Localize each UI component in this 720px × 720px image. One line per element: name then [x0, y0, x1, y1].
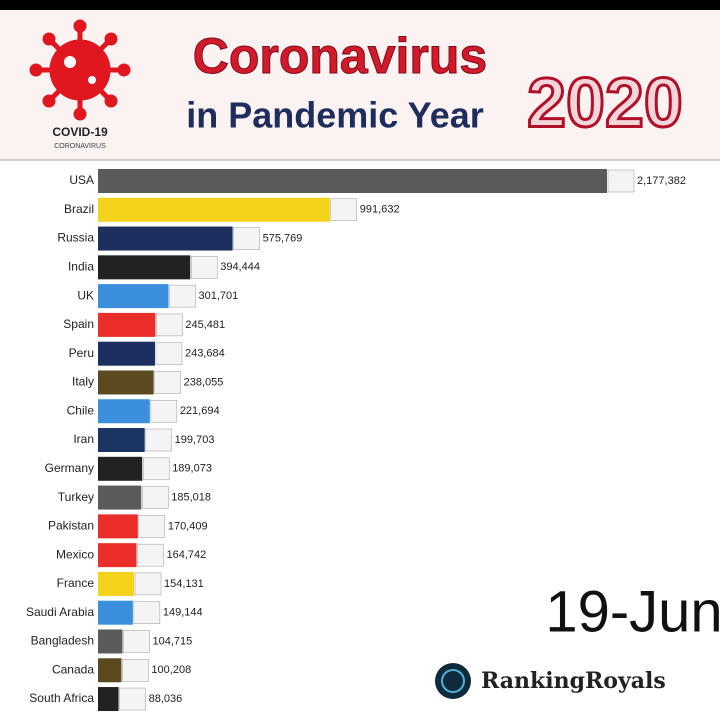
category-label: Germany: [45, 461, 94, 475]
bar: [98, 226, 233, 251]
value-label: 221,694: [180, 405, 220, 417]
bar: [98, 687, 119, 712]
value-label: 185,018: [171, 491, 211, 503]
flag: [122, 659, 149, 682]
category-label: Russia: [57, 231, 94, 245]
category-label: Pakistan: [48, 519, 94, 533]
category-label: Turkey: [58, 490, 94, 504]
chart-subtitle: in Pandemic Year: [186, 95, 484, 136]
category-label: USA: [69, 173, 94, 187]
value-label: 170,409: [168, 520, 208, 532]
flag: [190, 256, 218, 279]
chart-title: Coronavirus: [193, 28, 488, 84]
bar: [98, 399, 150, 424]
value-label: 164,742: [167, 549, 207, 561]
bar: [98, 514, 138, 539]
category-label: India: [68, 260, 94, 274]
category-label: Italy: [72, 375, 94, 389]
flag: [169, 284, 196, 308]
category-label: Iran: [73, 432, 94, 446]
value-label: 394,444: [220, 261, 260, 273]
logo-title: COVID-19: [52, 125, 108, 139]
category-label: Spain: [63, 317, 94, 331]
value-label: 100,208: [151, 664, 191, 676]
category-label: Chile: [67, 403, 95, 417]
value-label: 245,481: [185, 319, 225, 331]
category-label: Peru: [69, 346, 94, 360]
date-label: 19-Jun: [545, 579, 720, 644]
category-label: Saudi Arabia: [26, 605, 94, 619]
value-label: 301,701: [199, 290, 239, 302]
bar: [98, 629, 123, 654]
value-label: 149,144: [163, 607, 203, 619]
flag: [145, 428, 172, 452]
category-label: UK: [77, 288, 94, 302]
flag: [607, 169, 635, 193]
bar: [98, 456, 143, 481]
bar: [98, 543, 137, 568]
bar: [98, 485, 142, 510]
value-label: 199,703: [175, 434, 215, 446]
value-label: 238,055: [184, 376, 224, 388]
value-label: 88,036: [149, 693, 183, 705]
flag: [142, 486, 169, 509]
top-band: [0, 0, 720, 10]
bar: [98, 284, 169, 309]
flag: [330, 198, 358, 222]
flag: [123, 630, 150, 653]
year: 2020: [527, 63, 683, 141]
value-label: 2,177,382: [637, 175, 686, 187]
flag: [142, 457, 170, 481]
category-label: Brazil: [64, 202, 94, 216]
brand-logo-ring: [441, 669, 465, 693]
bar: [98, 428, 145, 453]
value-label: 189,073: [172, 463, 212, 475]
bar: [98, 600, 133, 625]
category-label: Bangladesh: [31, 634, 94, 648]
category-label: Mexico: [56, 547, 94, 561]
value-label: 104,715: [152, 635, 192, 647]
value-label: 243,684: [185, 348, 225, 360]
flag: [155, 342, 183, 365]
flag: [154, 371, 181, 394]
bar: [98, 169, 607, 193]
value-label: 575,769: [263, 232, 303, 244]
flag: [133, 601, 161, 624]
flag: [134, 572, 162, 596]
category-label: Canada: [52, 662, 94, 676]
flag: [137, 543, 164, 567]
bar: [98, 571, 135, 596]
value-label: 154,131: [164, 578, 204, 590]
bar: [98, 197, 330, 222]
bar: [98, 255, 191, 280]
bar: [98, 370, 154, 395]
value-label: 991,632: [360, 204, 400, 216]
logo-subtitle: CORONAVIRUS: [54, 143, 106, 150]
brand-name: RankingRoyals: [481, 668, 666, 694]
header: [0, 10, 720, 160]
flag: [150, 399, 178, 423]
bar: [98, 658, 122, 683]
flag: [233, 227, 260, 250]
flag: [119, 687, 146, 711]
bar: [98, 341, 155, 366]
category-label: France: [57, 576, 95, 590]
category-label: South Africa: [29, 691, 94, 705]
flag: [138, 515, 166, 538]
flag: [156, 313, 183, 337]
virus-logo: [29, 19, 131, 121]
brand-logo: [435, 663, 471, 699]
bar: [98, 312, 156, 337]
